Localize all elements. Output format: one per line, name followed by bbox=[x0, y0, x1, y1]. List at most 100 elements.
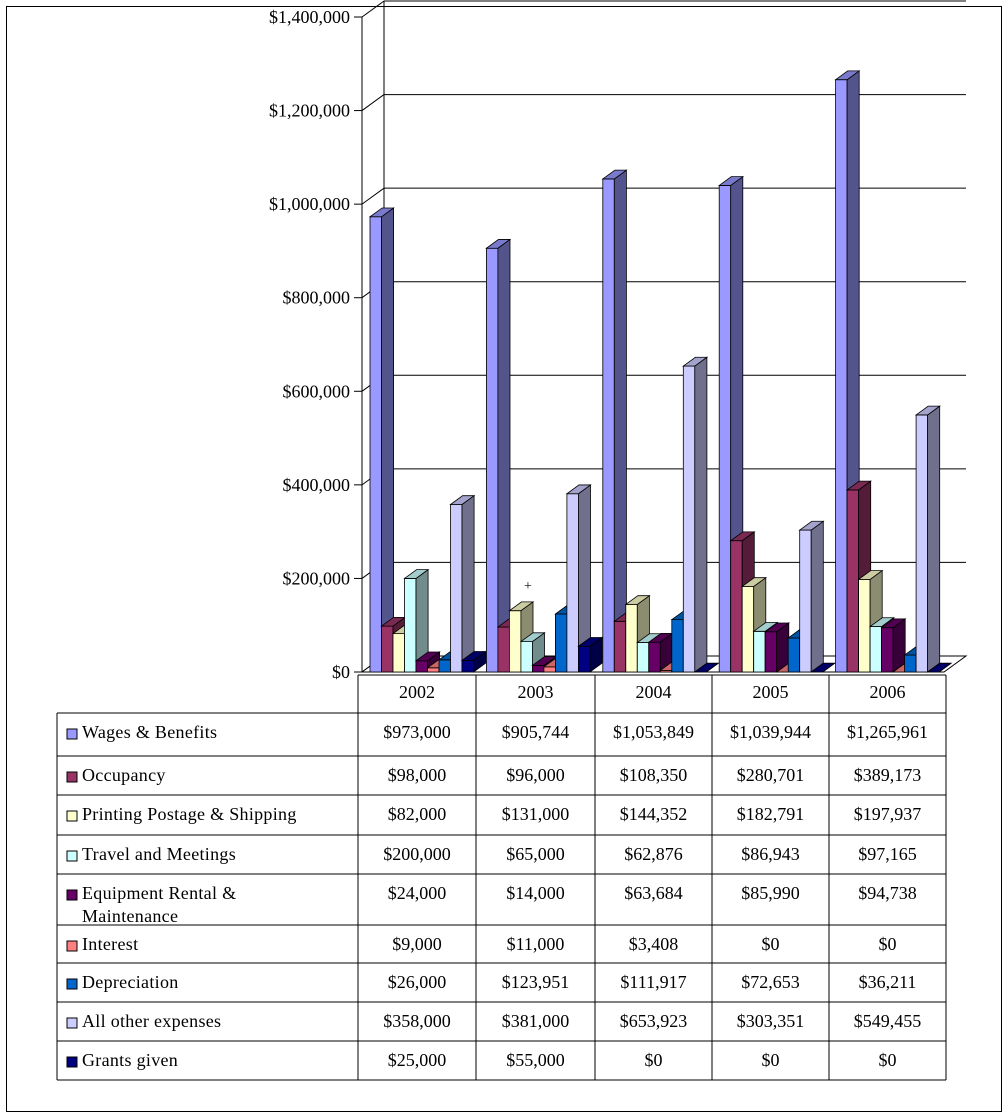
bar-front bbox=[741, 586, 755, 673]
legend-key-depreciation bbox=[66, 978, 78, 990]
data-label-occupancy-2004: $108,350 bbox=[620, 765, 688, 785]
data-label-travel-and-meetings-2005: $86,943 bbox=[741, 844, 800, 864]
data-label-printing-postage-shipping-2004: $144,352 bbox=[620, 804, 688, 824]
bar-top bbox=[601, 169, 628, 180]
data-label-occupancy-2003: $96,000 bbox=[506, 765, 565, 785]
bar-wages-benefits-2003 bbox=[485, 238, 512, 673]
bar-top bbox=[624, 595, 651, 605]
bar-equipment-rental-maintenance-2005 bbox=[763, 622, 791, 673]
bar-top bbox=[857, 570, 884, 580]
data-label-interest-2005: $0 bbox=[762, 934, 780, 954]
legend-key-equipment-rental-maintenance bbox=[66, 889, 78, 901]
data-label-all-other-expenses-2003: $381,000 bbox=[502, 1011, 570, 1031]
data-label-interest-2006: $0 bbox=[879, 934, 897, 954]
x-category-label: 2002 bbox=[399, 682, 435, 702]
bar-top bbox=[460, 651, 487, 661]
data-label-grants-given-2005: $0 bbox=[762, 1050, 780, 1070]
data-label-wages-benefits-2004: $1,053,849 bbox=[613, 722, 694, 742]
bar-all-other-expenses-2003 bbox=[565, 484, 592, 673]
data-label-all-other-expenses-2002: $358,000 bbox=[383, 1011, 451, 1031]
data-label-depreciation-2003: $123,951 bbox=[502, 972, 570, 992]
data-label-printing-postage-shipping-2005: $182,791 bbox=[737, 804, 805, 824]
bar-top bbox=[763, 622, 791, 633]
bar-front bbox=[485, 247, 499, 673]
bar-front bbox=[915, 414, 928, 673]
bar-front bbox=[858, 578, 871, 673]
bar-front bbox=[753, 630, 766, 673]
data-label-wages-benefits-2006: $1,265,961 bbox=[847, 722, 928, 742]
y-tick-label: $400,000 bbox=[283, 475, 351, 495]
data-label-interest-2002: $9,000 bbox=[392, 934, 442, 954]
bar-front bbox=[846, 489, 859, 673]
legend-label-wages-benefits: Wages & Benefits bbox=[82, 722, 217, 742]
data-label-travel-and-meetings-2004: $62,876 bbox=[624, 844, 683, 864]
bar-front bbox=[682, 365, 696, 673]
legend-label-all-other-expenses: All other expenses bbox=[82, 1011, 221, 1031]
data-label-wages-benefits-2002: $973,000 bbox=[383, 722, 451, 742]
data-label-equipment-rental-maintenance-2006: $94,738 bbox=[858, 883, 917, 903]
bar-grants-given-2004 bbox=[693, 662, 720, 673]
bar-front bbox=[392, 633, 405, 673]
bar-top bbox=[729, 531, 756, 542]
bar-top bbox=[508, 601, 535, 612]
data-label-grants-given-2004: $0 bbox=[645, 1050, 663, 1070]
bar-front bbox=[787, 637, 801, 673]
bar-all-other-expenses-2006 bbox=[914, 405, 941, 673]
x-category-label: 2003 bbox=[518, 682, 554, 702]
legend-key-grants-given bbox=[66, 1056, 78, 1068]
legend-label-equipment-rental-maintenance: Equipment Rental & bbox=[82, 883, 236, 903]
bar-top bbox=[519, 632, 546, 642]
bar-top bbox=[693, 662, 720, 673]
bar-front bbox=[671, 619, 684, 673]
bar-top bbox=[834, 70, 861, 81]
bar-front bbox=[461, 659, 474, 673]
bar-side bbox=[381, 207, 395, 673]
bar-front bbox=[718, 185, 732, 673]
legend-label-interest: Interest bbox=[82, 934, 138, 954]
legend-label-printing-postage-shipping: Printing Postage & Shipping bbox=[82, 804, 297, 824]
data-label-occupancy-2006: $389,173 bbox=[854, 765, 922, 785]
data-label-equipment-rental-maintenance-2005: $85,990 bbox=[741, 883, 800, 903]
data-label-depreciation-2002: $26,000 bbox=[388, 972, 447, 992]
bar-front bbox=[835, 79, 848, 673]
legend-label-depreciation: Depreciation bbox=[82, 972, 179, 992]
legend-label-travel-and-meetings: Travel and Meetings bbox=[82, 844, 236, 864]
bar-side bbox=[497, 238, 511, 673]
bar-top bbox=[449, 495, 476, 505]
bar-front bbox=[730, 540, 743, 673]
bar-front bbox=[869, 626, 882, 673]
bar-front bbox=[438, 659, 451, 673]
bar-grants-given-2003 bbox=[577, 636, 604, 673]
bar-front bbox=[450, 504, 463, 673]
data-label-travel-and-meetings-2003: $65,000 bbox=[506, 844, 565, 864]
data-label-interest-2003: $11,000 bbox=[507, 934, 565, 954]
y-tick-label: $0 bbox=[332, 662, 350, 682]
bar-top bbox=[485, 239, 512, 249]
data-label-depreciation-2004: $111,917 bbox=[620, 972, 686, 992]
bar-grants-given-2002 bbox=[460, 650, 487, 673]
bar-front bbox=[543, 666, 556, 673]
bar-front bbox=[381, 625, 394, 673]
data-label-depreciation-2005: $72,653 bbox=[741, 972, 800, 992]
data-label-wages-benefits-2003: $905,744 bbox=[502, 722, 570, 742]
data-label-printing-postage-shipping-2006: $197,937 bbox=[854, 804, 922, 824]
bar-all-other-expenses-2004 bbox=[682, 356, 709, 673]
bar-top bbox=[914, 405, 941, 416]
legend-label-occupancy: Occupancy bbox=[82, 765, 166, 785]
gridline-side bbox=[361, 94, 385, 111]
bar-front bbox=[578, 645, 591, 673]
bars bbox=[368, 70, 953, 673]
bar-wages-benefits-2004 bbox=[601, 169, 628, 673]
bar-top bbox=[926, 662, 953, 673]
bar-front bbox=[427, 667, 440, 673]
legend-label-grants-given: Grants given bbox=[82, 1050, 178, 1070]
y-tick-label: $800,000 bbox=[283, 288, 351, 308]
bar-front bbox=[625, 604, 638, 673]
data-label-equipment-rental-maintenance-2003: $14,000 bbox=[506, 883, 565, 903]
data-label-travel-and-meetings-2002: $200,000 bbox=[383, 844, 451, 864]
legend-key-occupancy bbox=[66, 771, 78, 783]
y-tick-label: $1,200,000 bbox=[269, 101, 350, 121]
bar-front bbox=[648, 641, 661, 673]
bar-top bbox=[868, 617, 895, 627]
bar-side bbox=[613, 169, 627, 673]
